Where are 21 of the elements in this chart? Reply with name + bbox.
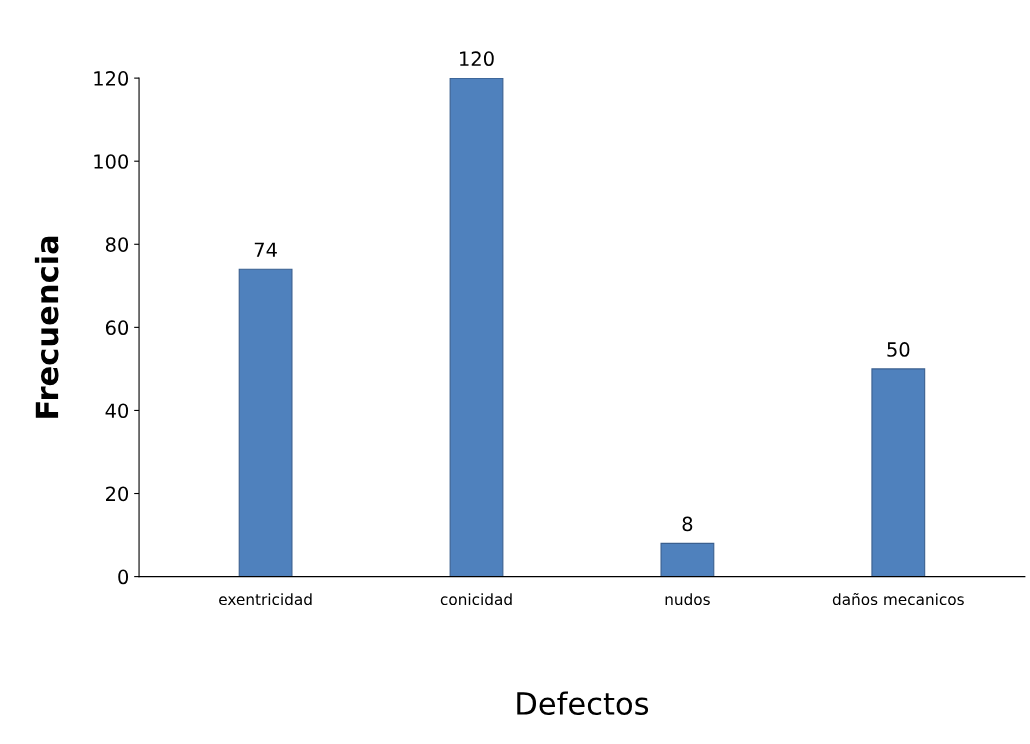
y-tick-label: 100 <box>94 154 129 169</box>
y-tick-label: 80 <box>105 237 129 252</box>
bar <box>871 368 926 577</box>
x-tick-label: exentricidad <box>219 593 312 606</box>
x-axis-title: Defectos <box>517 691 649 716</box>
bar <box>660 542 715 577</box>
y-tick-label: 0 <box>118 569 129 585</box>
bar <box>449 78 504 577</box>
y-axis-title: Frecuencia <box>34 236 59 418</box>
y-tick-label: 40 <box>105 403 129 419</box>
data-label: 8 <box>682 516 693 532</box>
x-tick-label: nudos <box>665 593 710 606</box>
y-tick-label: 60 <box>105 320 129 336</box>
x-tick-label: conicidad <box>440 593 512 606</box>
bar <box>238 268 293 577</box>
y-tick-label: 20 <box>106 486 129 502</box>
data-label: 50 <box>887 342 910 357</box>
data-label: 74 <box>254 242 277 257</box>
data-label: 120 <box>460 51 494 67</box>
y-tick-label: 120 <box>94 71 129 86</box>
x-tick-label: daños mecanicos <box>832 593 964 606</box>
